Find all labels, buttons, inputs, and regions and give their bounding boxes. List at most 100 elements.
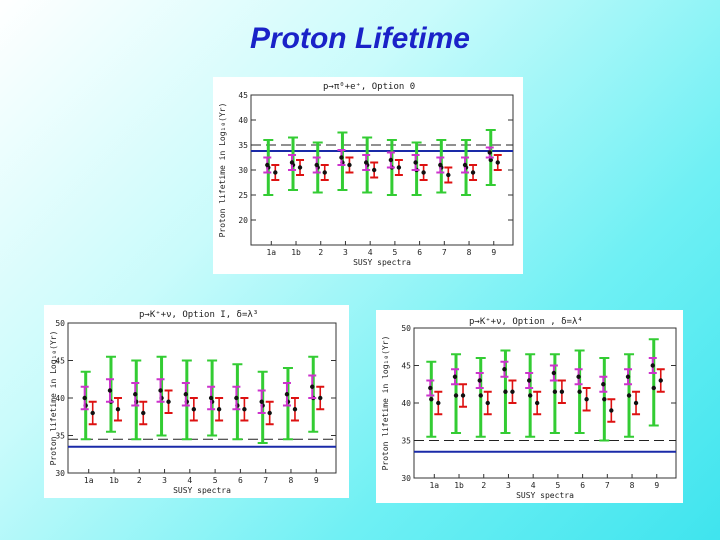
data-point-magenta <box>625 374 631 379</box>
data-point-magenta <box>502 367 507 372</box>
data-point-magenta <box>158 388 163 393</box>
x-tick-label: 1a <box>266 248 276 257</box>
y-tick-label: 45 <box>401 362 411 371</box>
x-tick-label: 9 <box>491 248 496 257</box>
data-point-green <box>478 393 483 398</box>
x-tick-label: 7 <box>263 476 268 485</box>
data-point-red <box>495 160 500 165</box>
x-axis-label: SUSY spectra <box>173 486 231 495</box>
data-point-red <box>396 165 402 170</box>
y-axis-label: Proton lifetime in Log₁₀(Yr) <box>218 103 227 238</box>
data-point-magenta <box>462 162 468 168</box>
data-point-magenta <box>284 392 290 397</box>
data-point-magenta <box>133 392 138 397</box>
data-point-green <box>626 393 632 398</box>
y-tick-label: 40 <box>55 394 65 403</box>
data-point-magenta <box>487 150 492 155</box>
data-point-green <box>651 385 656 391</box>
x-tick-label: 8 <box>289 476 294 485</box>
data-point-red <box>446 172 451 178</box>
data-point-red <box>242 407 247 412</box>
data-point-red <box>191 407 197 412</box>
data-point-green <box>527 393 533 398</box>
data-point-red <box>115 407 121 412</box>
y-tick-label: 35 <box>238 141 248 150</box>
x-tick-label: 3 <box>506 481 511 490</box>
slide-title: Proton Lifetime <box>249 22 470 55</box>
data-point-red <box>421 170 426 175</box>
data-point-magenta <box>265 162 270 168</box>
data-point-magenta <box>551 370 557 376</box>
x-axis-label: SUSY spectra <box>353 258 411 267</box>
data-point-green <box>602 397 607 402</box>
data-point-red <box>166 399 171 404</box>
y-tick-label: 30 <box>55 469 65 478</box>
data-point-red <box>436 400 441 406</box>
data-point-red <box>347 162 352 168</box>
x-tick-label: 2 <box>481 481 486 490</box>
x-tick-label: 4 <box>531 481 536 490</box>
data-point-red <box>216 407 222 412</box>
data-point-magenta <box>576 374 581 379</box>
x-tick-label: 7 <box>605 481 610 490</box>
data-point-red <box>273 170 278 175</box>
x-axis-label: SUSY spectra <box>516 491 574 500</box>
data-point-green <box>503 389 508 394</box>
data-point-red <box>318 395 323 401</box>
data-point-red <box>141 410 146 416</box>
x-tick-label: 8 <box>630 481 635 490</box>
y-tick-label: 40 <box>238 116 248 125</box>
data-point-magenta <box>183 392 189 397</box>
data-point-magenta <box>388 157 394 163</box>
data-point-magenta <box>363 160 369 165</box>
chart-title: p→π⁰+e⁺, Option 0 <box>323 82 415 92</box>
data-point-red <box>267 410 272 416</box>
data-point-magenta <box>438 162 443 168</box>
chart-panel-option-1: p→K⁺+ν, Option I, δ=λ³ 30 35 40 45 50 Proton l… <box>44 305 349 498</box>
y-tick-label: 35 <box>55 432 65 441</box>
x-tick-label: 5 <box>555 481 560 490</box>
x-tick-label: 1b <box>454 481 464 490</box>
data-point-magenta <box>314 162 319 168</box>
data-point-magenta <box>452 374 458 379</box>
data-point-magenta <box>310 384 315 389</box>
data-point-red <box>609 408 614 413</box>
y-tick-label: 30 <box>238 166 248 175</box>
x-tick-label: 9 <box>654 481 659 490</box>
data-point-red <box>322 170 327 175</box>
x-tick-label: 7 <box>442 248 447 257</box>
data-point-magenta <box>339 155 344 160</box>
y-axis-label: Proton lifetime in Log₁₀(Yr) <box>49 331 58 466</box>
x-tick-label: 4 <box>187 476 192 485</box>
data-point-green <box>453 393 459 398</box>
y-tick-label: 50 <box>55 319 65 328</box>
y-tick-label: 35 <box>401 437 411 446</box>
x-tick-label: 1a <box>429 481 439 490</box>
chart-panel-option-0: p→π⁰+e⁺, Option 0 20 25 30 35 40 45 Proton life… <box>213 77 523 274</box>
data-point-red <box>510 389 515 394</box>
x-tick-label: 6 <box>580 481 585 490</box>
x-tick-label: 6 <box>417 248 422 257</box>
data-point-red <box>90 410 95 416</box>
chart-panel-option-2: p→K⁺+ν, Option , δ=λ⁴ 30 35 40 45 50 Proton li… <box>376 310 683 503</box>
data-point-magenta <box>526 378 532 383</box>
data-point-magenta <box>289 160 295 165</box>
chart-title: p→K⁺+ν, Option , δ=λ⁴ <box>469 317 583 327</box>
data-point-magenta <box>650 363 655 368</box>
y-tick-label: 45 <box>55 357 65 366</box>
y-tick-label: 25 <box>238 191 248 200</box>
data-point-magenta <box>477 378 482 383</box>
data-point-magenta <box>601 382 606 387</box>
x-tick-label: 1a <box>84 476 94 485</box>
data-point-red <box>371 167 377 173</box>
y-tick-label: 50 <box>401 324 411 333</box>
y-tick-label: 20 <box>238 216 248 225</box>
data-point-red <box>297 165 303 170</box>
data-point-green <box>488 157 493 163</box>
x-tick-label: 4 <box>368 248 373 257</box>
x-tick-label: 5 <box>392 248 397 257</box>
x-tick-label: 3 <box>343 248 348 257</box>
data-point-magenta <box>259 399 264 404</box>
